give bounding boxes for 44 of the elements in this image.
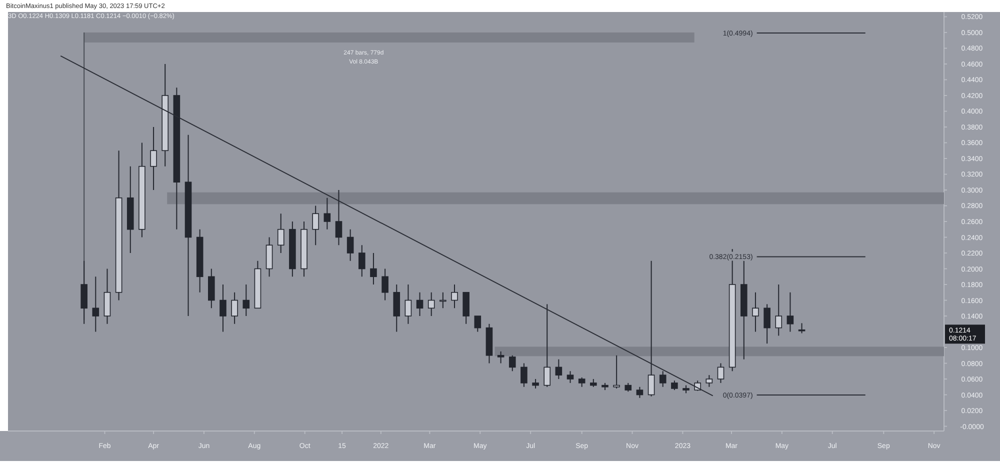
candlestick: [393, 284, 400, 332]
candlestick: [706, 374, 713, 388]
candlestick: [636, 386, 644, 398]
candlestick: [544, 304, 551, 388]
candlestick: [242, 284, 250, 317]
candlestick: [416, 292, 424, 317]
candlestick: [752, 292, 759, 332]
candlestick: [370, 252, 377, 286]
candlestick: [764, 304, 770, 344]
candlestick: [80, 260, 88, 324]
candlestick: [104, 268, 111, 324]
candlestick: [404, 284, 412, 324]
candlestick: [324, 197, 331, 230]
candlestick: [451, 284, 458, 309]
candlestick: [208, 268, 215, 309]
candlestick: [659, 370, 666, 388]
candlestick: [532, 378, 539, 389]
candlestick: [358, 244, 366, 278]
candlestick: [277, 213, 284, 254]
candlestick: [497, 350, 504, 364]
candlestick: [462, 292, 470, 324]
candlestick: [231, 292, 238, 324]
candlestick: [798, 322, 806, 334]
candlestick: [613, 354, 620, 389]
candlestick: [335, 189, 342, 246]
candlestick: [508, 354, 516, 372]
candlestick: [382, 268, 388, 301]
candlestick: [520, 362, 528, 388]
candlestick: [150, 126, 157, 190]
candlestick: [671, 380, 678, 391]
candlestick: [566, 370, 574, 384]
candlestick: [440, 292, 446, 309]
candlestick: [92, 276, 100, 332]
candlestick: [555, 358, 562, 380]
candlestick: [220, 284, 226, 332]
candlestick: [266, 236, 273, 278]
candlestick: [717, 362, 724, 384]
candlestick: [428, 292, 435, 317]
candlestick: [346, 228, 354, 262]
candlestick: [312, 205, 319, 246]
candlestick: [578, 376, 586, 388]
candlestick: [775, 284, 782, 336]
candlestick: [786, 292, 794, 332]
candlestick: [474, 316, 482, 332]
